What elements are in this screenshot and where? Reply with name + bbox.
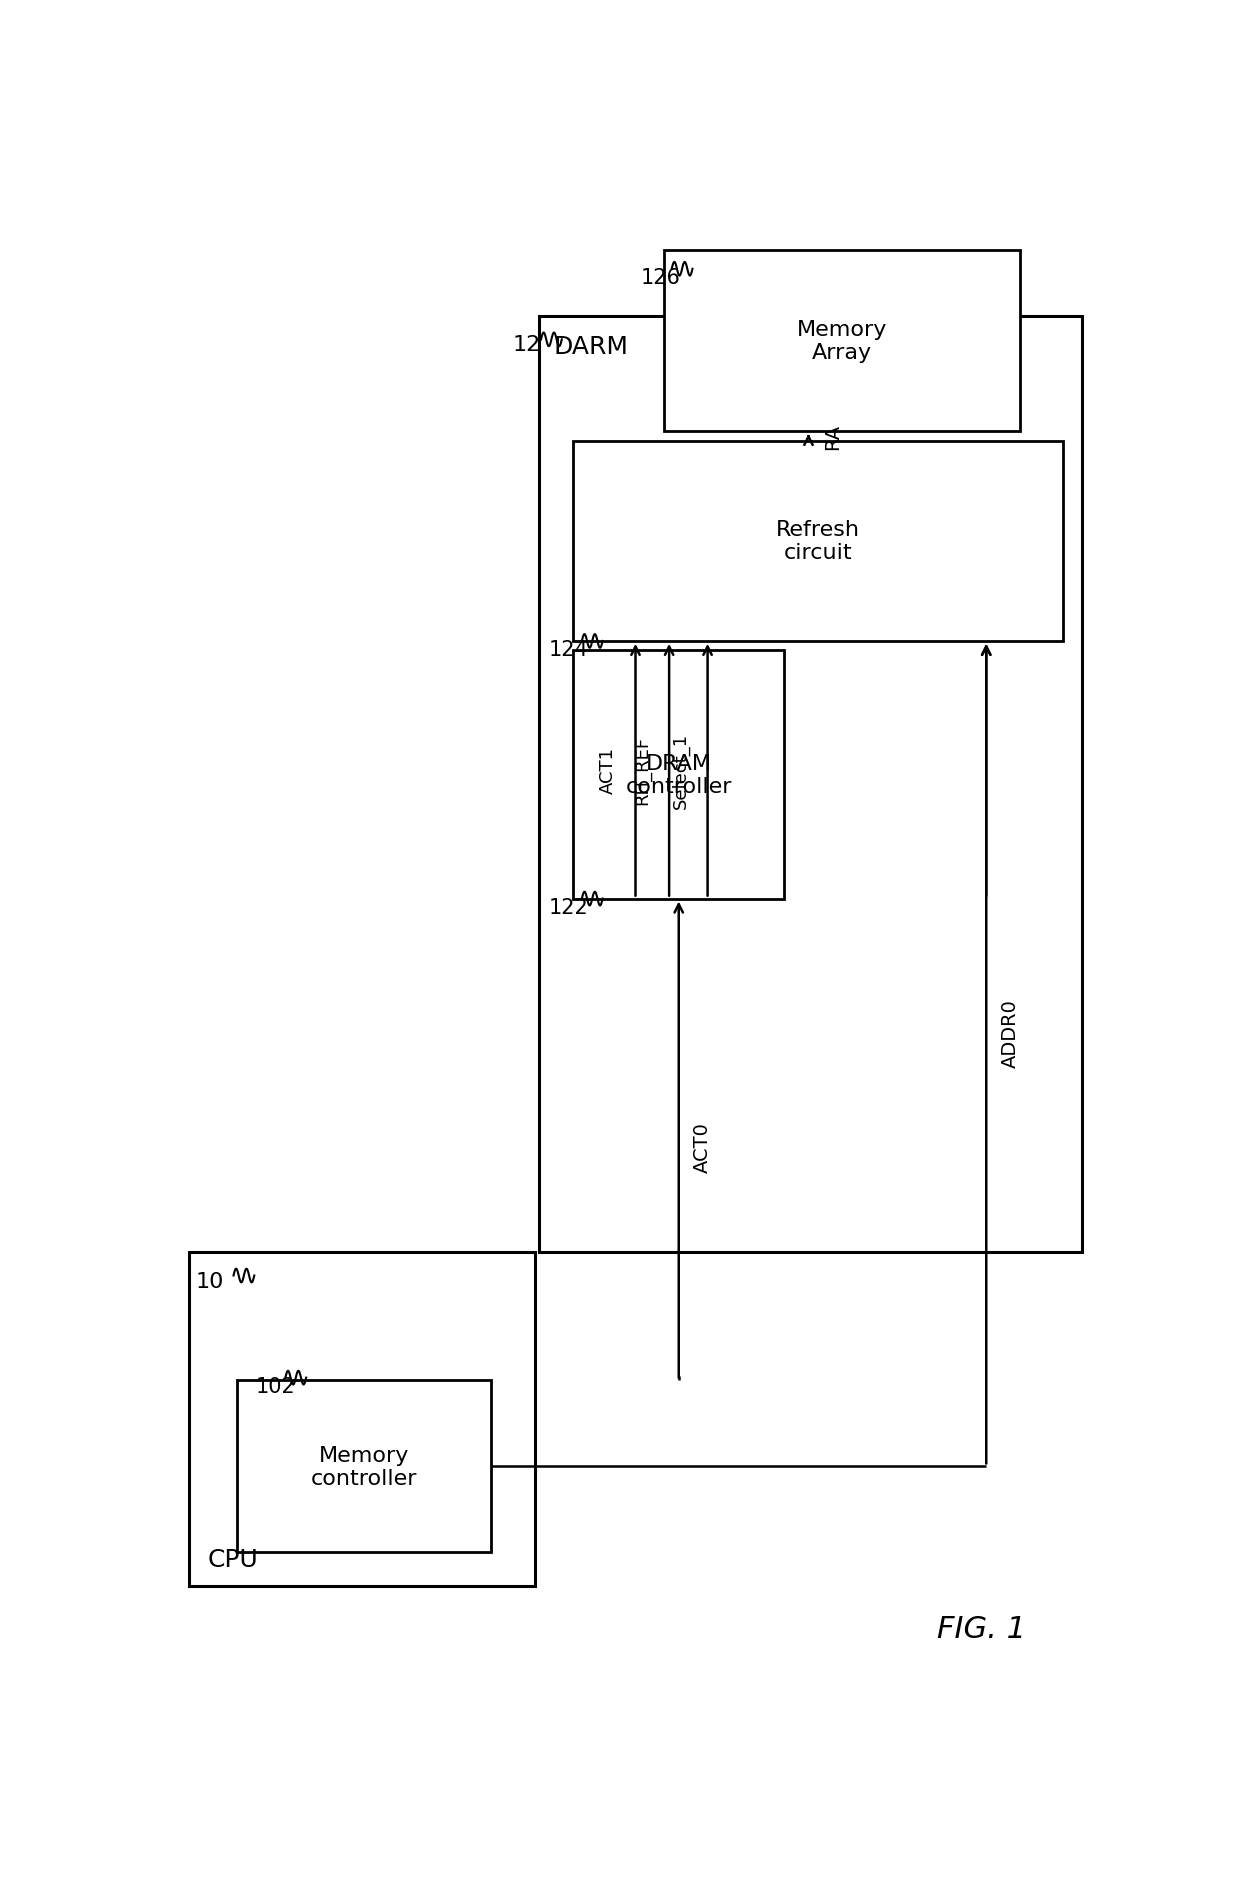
Bar [665,251,1021,433]
Text: Select_1: Select_1 [672,733,691,808]
Text: ACT1: ACT1 [599,746,618,793]
Bar [539,317,1083,1252]
Text: 102: 102 [255,1375,295,1396]
Bar [573,442,1063,642]
Text: Refresh
circuit: Refresh circuit [776,519,861,563]
Bar [573,652,785,899]
Text: Memory
controller: Memory controller [311,1445,418,1489]
Text: DRAM
controller: DRAM controller [625,754,732,797]
Text: RA: RA [823,423,842,450]
Bar [188,1252,534,1587]
Text: 124: 124 [549,640,589,659]
Text: CPU: CPU [208,1547,259,1572]
Text: 126: 126 [640,268,681,287]
Text: DARM: DARM [554,334,629,359]
Text: 122: 122 [549,897,589,918]
Text: FIG. 1: FIG. 1 [937,1615,1025,1643]
Text: Memory
Array: Memory Array [797,319,888,363]
Text: ADDR0: ADDR0 [1001,997,1019,1067]
Text: 10: 10 [196,1271,223,1290]
Text: RH_REF: RH_REF [634,737,651,805]
Text: 12: 12 [512,334,541,355]
Text: ACT0: ACT0 [693,1122,712,1173]
Bar [237,1381,491,1553]
